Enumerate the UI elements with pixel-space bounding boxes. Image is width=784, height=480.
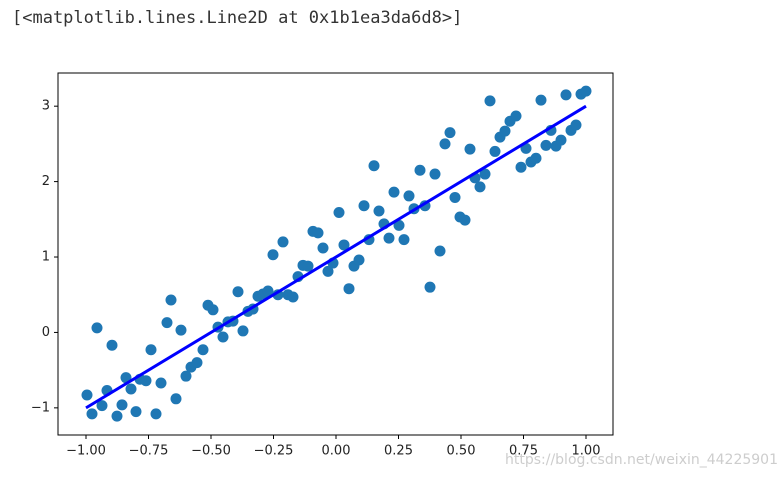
scatter-point xyxy=(237,325,249,337)
scatter-point xyxy=(322,265,334,277)
scatter-point xyxy=(383,232,395,244)
scatter-point xyxy=(111,410,123,422)
scatter-point xyxy=(535,94,547,106)
scatter-point xyxy=(429,168,441,180)
scatter-point xyxy=(368,160,380,172)
cell-output: [<matplotlib.lines.Line2D at 0x1b1ea3da6… xyxy=(12,8,463,28)
x-tick-label: 0.00 xyxy=(322,444,351,459)
scatter-point xyxy=(232,286,244,298)
scatter-point xyxy=(343,283,355,295)
scatter-point xyxy=(207,304,219,316)
x-tick-label: 0.50 xyxy=(447,444,476,459)
plot-frame xyxy=(57,72,614,436)
scatter-point xyxy=(317,242,329,254)
scatter-point xyxy=(191,357,203,369)
scatter-point xyxy=(140,375,152,387)
scatter-point xyxy=(484,95,496,107)
scatter-point xyxy=(353,254,365,266)
x-tick-label: −0.75 xyxy=(129,444,169,459)
scatter-point xyxy=(180,370,192,382)
scatter-point xyxy=(393,219,405,231)
scatter-point xyxy=(560,89,572,101)
y-tick-label: 2 xyxy=(42,174,50,189)
scatter-point xyxy=(312,227,324,239)
scatter-point xyxy=(515,161,527,173)
scatter-point xyxy=(116,399,128,411)
x-tick-label: 0.25 xyxy=(384,444,413,459)
scatter-point xyxy=(479,168,491,180)
scatter-point xyxy=(262,285,274,297)
scatter-point xyxy=(175,324,187,336)
scatter-point xyxy=(373,205,385,217)
scatter-point xyxy=(540,139,552,151)
scatter-point xyxy=(150,408,162,420)
scatter-point xyxy=(580,85,592,97)
x-tick-label: 0.75 xyxy=(509,444,538,459)
scatter-point xyxy=(277,236,289,248)
scatter-point xyxy=(434,245,446,257)
scatter-point xyxy=(388,186,400,198)
scatter-point xyxy=(489,145,501,157)
scatter-point xyxy=(81,389,93,401)
scatter-point xyxy=(464,143,476,155)
y-tick-label: 1 xyxy=(42,250,50,265)
x-tick-label: −0.50 xyxy=(191,444,231,459)
scatter-point xyxy=(439,138,451,150)
scatter-point xyxy=(414,164,426,176)
scatter-point xyxy=(86,408,98,420)
scatter-point xyxy=(424,281,436,293)
fit-line xyxy=(85,104,587,410)
scatter-point xyxy=(555,134,567,146)
x-tick-label: 1.00 xyxy=(572,444,601,459)
x-tick-label: −0.25 xyxy=(254,444,294,459)
scatter-point xyxy=(338,239,350,251)
scatter-point xyxy=(287,291,299,303)
scatter-point xyxy=(398,234,410,246)
scatter-point xyxy=(333,207,345,219)
scatter-point xyxy=(197,344,209,356)
y-tick-label: 0 xyxy=(42,325,50,340)
y-tick-label: 3 xyxy=(42,99,50,114)
watermark: https://blog.csdn.net/weixin_44225901 xyxy=(504,452,778,468)
scatter-point xyxy=(358,200,370,212)
scatter-point xyxy=(170,393,182,405)
scatter-point xyxy=(165,294,177,306)
scatter-point xyxy=(510,110,522,122)
scatter-point xyxy=(570,119,582,131)
scatter-point xyxy=(161,317,173,329)
y-tick-label: −1 xyxy=(31,400,50,415)
scatter-point xyxy=(459,214,471,226)
scatter-point xyxy=(267,249,279,261)
scatter-point xyxy=(217,331,229,343)
scatter-point xyxy=(403,190,415,202)
scatter-point xyxy=(444,127,456,139)
x-tick-label: −1.00 xyxy=(66,444,106,459)
scatter-point xyxy=(449,191,461,203)
scatter-point xyxy=(106,339,118,351)
scatter-point xyxy=(145,344,157,356)
scatter-point xyxy=(474,181,486,193)
scatter-point xyxy=(155,377,167,389)
scatter-point xyxy=(530,152,542,164)
scatter-point xyxy=(125,383,137,395)
scatter-point xyxy=(96,400,108,412)
scatter-point xyxy=(302,260,314,272)
scatter-point xyxy=(499,125,511,137)
scatter-point xyxy=(91,322,103,334)
scatter-point xyxy=(130,406,142,418)
